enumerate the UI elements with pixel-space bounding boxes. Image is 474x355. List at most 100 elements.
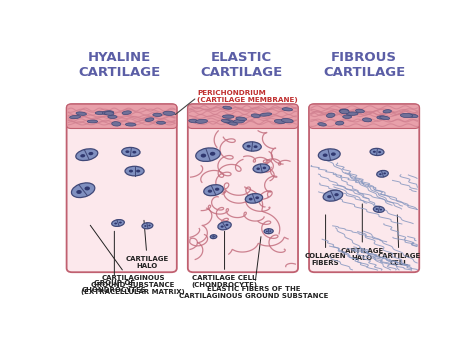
FancyBboxPatch shape <box>66 104 177 129</box>
Ellipse shape <box>221 119 230 123</box>
Ellipse shape <box>407 114 418 118</box>
Ellipse shape <box>220 225 224 228</box>
Ellipse shape <box>80 154 85 158</box>
Ellipse shape <box>363 118 372 122</box>
Ellipse shape <box>370 148 384 155</box>
Ellipse shape <box>236 117 246 121</box>
Ellipse shape <box>156 121 165 124</box>
Ellipse shape <box>70 115 81 119</box>
Ellipse shape <box>225 120 234 124</box>
Ellipse shape <box>401 113 413 118</box>
Ellipse shape <box>339 109 349 113</box>
Ellipse shape <box>356 109 365 113</box>
Ellipse shape <box>126 151 129 153</box>
Ellipse shape <box>132 151 137 153</box>
Ellipse shape <box>264 229 273 234</box>
FancyBboxPatch shape <box>188 104 298 272</box>
Ellipse shape <box>84 186 90 190</box>
FancyBboxPatch shape <box>309 104 419 272</box>
Ellipse shape <box>245 193 263 203</box>
Ellipse shape <box>374 206 384 212</box>
Ellipse shape <box>243 142 261 151</box>
Ellipse shape <box>282 119 293 123</box>
Ellipse shape <box>269 230 272 232</box>
Ellipse shape <box>72 183 95 197</box>
Ellipse shape <box>215 188 219 191</box>
Ellipse shape <box>210 235 217 239</box>
Ellipse shape <box>104 111 114 115</box>
Ellipse shape <box>108 115 117 119</box>
Ellipse shape <box>214 236 216 237</box>
Ellipse shape <box>282 108 292 111</box>
FancyBboxPatch shape <box>188 104 298 129</box>
Ellipse shape <box>122 111 131 115</box>
Ellipse shape <box>336 121 344 125</box>
Ellipse shape <box>246 145 251 148</box>
Ellipse shape <box>334 193 339 196</box>
Text: GROUP OF
CHONDROCYTES: GROUP OF CHONDROCYTES <box>82 231 147 294</box>
Ellipse shape <box>266 231 268 232</box>
Ellipse shape <box>136 170 140 173</box>
Ellipse shape <box>122 147 140 157</box>
Ellipse shape <box>318 123 327 126</box>
Ellipse shape <box>234 120 245 123</box>
Ellipse shape <box>210 152 215 156</box>
Ellipse shape <box>196 148 220 162</box>
Ellipse shape <box>319 149 340 160</box>
Ellipse shape <box>228 122 237 125</box>
Text: CARTILAGINOUS
GROUND SUBSTANCE
(EXTRACELLULAR MATRIX): CARTILAGINOUS GROUND SUBSTANCE (EXTRACEL… <box>82 225 185 295</box>
Ellipse shape <box>112 220 124 226</box>
Ellipse shape <box>125 166 144 176</box>
Text: CARTILAGE
CELL: CARTILAGE CELL <box>377 215 420 266</box>
Ellipse shape <box>223 106 232 109</box>
Ellipse shape <box>331 152 336 156</box>
Ellipse shape <box>189 119 199 123</box>
Ellipse shape <box>218 222 231 230</box>
FancyBboxPatch shape <box>66 104 177 272</box>
Ellipse shape <box>379 173 382 175</box>
Ellipse shape <box>142 223 153 229</box>
Ellipse shape <box>378 151 381 153</box>
Text: COLLAGEN
FIBERS: COLLAGEN FIBERS <box>305 215 346 266</box>
Text: CARTILAGE
HALO: CARTILAGE HALO <box>341 204 384 261</box>
Ellipse shape <box>377 170 388 177</box>
Ellipse shape <box>373 151 376 153</box>
Ellipse shape <box>327 113 335 118</box>
Ellipse shape <box>340 109 349 114</box>
Ellipse shape <box>76 112 86 115</box>
Ellipse shape <box>323 190 343 201</box>
Ellipse shape <box>222 115 234 118</box>
Ellipse shape <box>88 152 93 155</box>
Ellipse shape <box>383 110 392 113</box>
Text: ELASTIC FIBERS OF THE
CARTILAGINOUS GROUND SUBSTANCE: ELASTIC FIBERS OF THE CARTILAGINOUS GROU… <box>179 237 328 299</box>
Ellipse shape <box>196 119 208 123</box>
Text: CARTILAGE CELL
(CHONDROCYTE): CARTILAGE CELL (CHONDROCYTE) <box>191 231 257 288</box>
Text: FIBROUS
CARTILAGE: FIBROUS CARTILAGE <box>323 51 405 79</box>
Ellipse shape <box>144 225 146 227</box>
Text: PERICHONDRIUM
(CARTILAGE MEMBRANE): PERICHONDRIUM (CARTILAGE MEMBRANE) <box>197 91 298 103</box>
Ellipse shape <box>102 111 114 115</box>
Text: HYALINE
CARTILAGE: HYALINE CARTILAGE <box>79 51 161 79</box>
Ellipse shape <box>380 116 390 120</box>
Ellipse shape <box>274 120 285 124</box>
Ellipse shape <box>254 145 257 148</box>
Ellipse shape <box>114 223 117 224</box>
Ellipse shape <box>208 190 212 193</box>
Ellipse shape <box>343 115 352 119</box>
Ellipse shape <box>153 113 162 116</box>
Ellipse shape <box>377 116 387 119</box>
Ellipse shape <box>255 196 259 199</box>
Ellipse shape <box>204 185 223 196</box>
Ellipse shape <box>253 164 270 173</box>
Ellipse shape <box>380 209 382 211</box>
Ellipse shape <box>211 236 213 237</box>
Ellipse shape <box>76 190 82 194</box>
Ellipse shape <box>249 198 253 201</box>
Ellipse shape <box>256 168 260 170</box>
Ellipse shape <box>148 225 151 226</box>
Ellipse shape <box>226 224 228 226</box>
Text: ELASTIC
CARTILAGE: ELASTIC CARTILAGE <box>200 51 282 79</box>
Ellipse shape <box>383 173 386 174</box>
Ellipse shape <box>126 123 136 126</box>
Ellipse shape <box>327 195 331 198</box>
